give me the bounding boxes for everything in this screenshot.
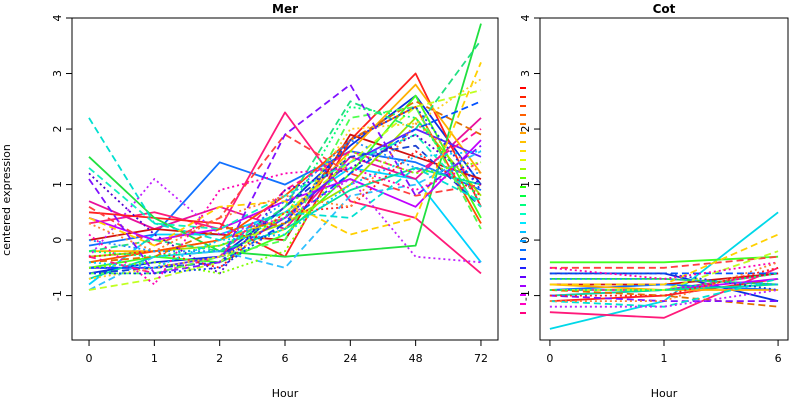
x-tick-label: 48 bbox=[409, 352, 423, 365]
series-line bbox=[549, 289, 779, 308]
x-tick-label: 0 bbox=[546, 352, 553, 365]
x-tick-label: 6 bbox=[775, 352, 782, 365]
series-line bbox=[549, 255, 779, 264]
y-tick-label: 4 bbox=[519, 15, 532, 22]
x-tick-label: 6 bbox=[282, 352, 289, 365]
series-line bbox=[549, 289, 779, 308]
y-tick-label: 1 bbox=[519, 181, 532, 188]
series-line bbox=[88, 178, 482, 264]
x-tick-label: 1 bbox=[151, 352, 158, 365]
y-tick-label: 3 bbox=[51, 70, 64, 77]
series-line bbox=[89, 105, 482, 275]
chart-title: Cot bbox=[653, 2, 676, 16]
series-line bbox=[88, 144, 482, 275]
series-line bbox=[88, 133, 482, 275]
series-line bbox=[549, 272, 779, 291]
series-line bbox=[549, 250, 779, 291]
chart-title: Mer bbox=[272, 2, 298, 16]
series-line bbox=[88, 133, 482, 247]
x-tick-label: 24 bbox=[343, 352, 357, 365]
series-line bbox=[88, 133, 482, 230]
series-line bbox=[549, 294, 779, 303]
plot-frame bbox=[71, 17, 499, 341]
series-line bbox=[89, 100, 482, 269]
y-tick-label: 2 bbox=[519, 126, 532, 133]
series-line bbox=[89, 105, 482, 275]
series-line bbox=[88, 23, 482, 258]
series-line bbox=[88, 62, 482, 247]
series-line bbox=[549, 255, 779, 269]
y-tick-label: 4 bbox=[51, 15, 64, 22]
series-line bbox=[88, 139, 482, 253]
y-tick-label: 3 bbox=[519, 70, 532, 77]
series-line bbox=[549, 233, 779, 286]
series-line bbox=[88, 89, 482, 291]
y-axis-label: centered expression bbox=[0, 144, 13, 256]
y-tick-label: 0 bbox=[51, 237, 64, 244]
x-tick-label: 72 bbox=[474, 352, 488, 365]
series-line bbox=[549, 277, 779, 286]
y-tick-label: 2 bbox=[51, 126, 64, 133]
x-axis-label: Hour bbox=[651, 387, 678, 400]
series-line bbox=[88, 39, 482, 253]
x-axis-label: Hour bbox=[272, 387, 299, 400]
series-line bbox=[88, 150, 482, 291]
x-tick-label: 1 bbox=[661, 352, 668, 365]
x-tick-label: 0 bbox=[86, 352, 93, 365]
series-line bbox=[88, 100, 482, 264]
series-line bbox=[88, 150, 482, 269]
series-line bbox=[549, 278, 779, 308]
series-line bbox=[88, 150, 482, 247]
series-line bbox=[549, 272, 779, 291]
series-line bbox=[89, 128, 482, 269]
series-line bbox=[88, 117, 482, 242]
series-line bbox=[549, 261, 779, 280]
panel-mer: Mer 0 1 2 6 24 48 72 Hour -1 0 1 2 3 4 bbox=[51, 2, 499, 400]
y-tick-label: 1 bbox=[51, 181, 64, 188]
series-line bbox=[88, 105, 482, 258]
y-tick-label: -1 bbox=[51, 290, 64, 301]
series-line bbox=[88, 150, 482, 275]
series-line bbox=[549, 211, 779, 330]
x-tick-label: 2 bbox=[216, 352, 223, 365]
